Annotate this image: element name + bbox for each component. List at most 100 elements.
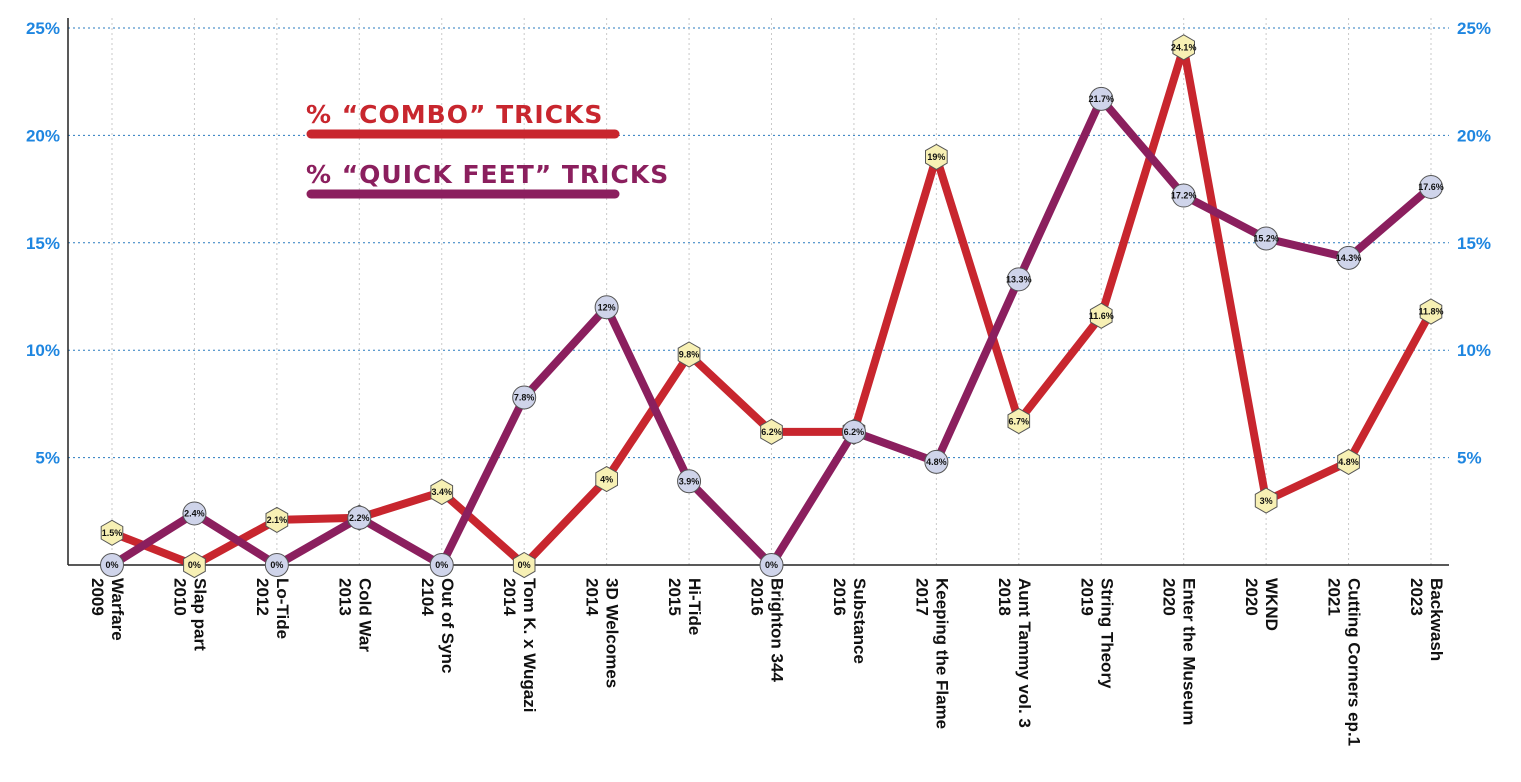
data-label: 15.2%	[1253, 234, 1279, 244]
circle-marker	[1089, 86, 1114, 111]
data-point-quick-feet: 15.2%	[1253, 226, 1279, 251]
circle-marker	[182, 501, 207, 526]
data-label: 24.1%	[1171, 43, 1197, 53]
data-point-quick-feet: 2.2%	[347, 505, 372, 530]
x-tick-name: Hi-Tide	[685, 578, 704, 635]
x-tick-year: 2020	[1242, 578, 1261, 616]
y-axis-right-ticks: 5% 10% 15% 20% 25%	[1457, 19, 1491, 468]
y-tick-label-left: 25%	[26, 19, 60, 38]
x-tick-name: Warfare	[108, 578, 127, 641]
x-tick-name: Tom K. x Wugazi	[520, 578, 539, 712]
y-tick-label-left: 10%	[26, 341, 60, 360]
x-tick-name: WKND	[1262, 578, 1281, 631]
x-tick-year: 2019	[1077, 578, 1096, 616]
data-point-combo: 4%	[595, 466, 618, 493]
data-label: 3.9%	[679, 476, 700, 486]
data-point-quick-feet: 13.3%	[1006, 267, 1032, 292]
data-label: 11.8%	[1418, 307, 1443, 317]
data-label: 21.7%	[1088, 94, 1114, 104]
data-label: 0%	[105, 560, 118, 570]
y-tick-label-right: 5%	[1457, 449, 1482, 468]
x-tick-name: Lo-Tide	[273, 578, 292, 639]
data-point-combo: 11.6%	[1089, 302, 1114, 329]
x-tick-year: 2017	[912, 578, 931, 616]
data-point-quick-feet: 0%	[759, 553, 784, 577]
x-tick-year: 2020	[1160, 578, 1179, 616]
hexagon-marker	[512, 551, 536, 579]
x-tick-year: 2014	[500, 578, 519, 616]
x-tick-name: Substance	[850, 578, 869, 664]
x-tick-year: 2104	[418, 578, 437, 616]
data-label: 6.7%	[1009, 416, 1030, 426]
data-point-combo: 6.2%	[760, 418, 783, 445]
x-tick-year: 2016	[748, 578, 767, 616]
data-point-combo: 6.7%	[1007, 408, 1031, 435]
circle-marker	[924, 449, 949, 474]
data-label: 3%	[1260, 496, 1273, 506]
data-point-quick-feet: 0%	[429, 553, 454, 577]
circle-marker	[1171, 183, 1196, 208]
data-label: 2.2%	[349, 513, 370, 523]
x-tick-year: 2023	[1407, 578, 1426, 616]
circle-marker	[100, 553, 124, 577]
circle-marker	[1419, 174, 1443, 199]
data-label: 14.3%	[1336, 253, 1362, 263]
x-tick-name: Out of Sync	[438, 578, 457, 673]
x-tick-name: Backwash	[1427, 578, 1446, 661]
hexagon-marker	[1254, 487, 1278, 514]
data-label: 3.4%	[431, 487, 452, 497]
data-point-combo: 9.8%	[677, 341, 701, 368]
data-point-combo: 11.8%	[1418, 298, 1444, 325]
data-point-combo: 0%	[183, 551, 206, 579]
x-tick-name: Aunt Tammy vol. 3	[1015, 578, 1034, 728]
data-label: 7.8%	[514, 393, 535, 403]
data-point-quick-feet: 14.3%	[1336, 245, 1362, 270]
hexagon-marker	[760, 418, 783, 445]
hexagon-marker	[100, 519, 124, 546]
data-point-quick-feet: 17.6%	[1418, 174, 1444, 199]
hexagon-marker	[925, 143, 948, 170]
y-tick-label-left: 20%	[26, 126, 60, 145]
data-point-quick-feet: 17.2%	[1171, 183, 1196, 208]
axes	[67, 18, 1449, 566]
circle-marker	[1006, 267, 1031, 292]
hexagon-marker	[1007, 408, 1031, 435]
hexagon-marker	[1172, 34, 1195, 61]
data-point-quick-feet: 12%	[594, 295, 619, 320]
hexagon-marker	[1089, 302, 1113, 329]
hexagon-marker	[430, 478, 454, 506]
grid	[68, 18, 1449, 565]
data-label: 2.1%	[267, 515, 288, 525]
x-tick-year: 2009	[88, 578, 107, 616]
x-tick-name: Enter the Museum	[1180, 578, 1199, 725]
data-label: 0%	[765, 560, 778, 570]
hexagon-marker	[1419, 298, 1443, 325]
x-tick-name: Brighton 344	[768, 578, 787, 682]
series-markers: 1.5% 0% 2.1% 2.2% 3.4% 0% 4% 9.8% 6.2% 6.2% 19% 6.7…	[100, 34, 1444, 579]
data-point-quick-feet: 4.8%	[924, 449, 949, 474]
y-tick-label-right: 25%	[1457, 19, 1491, 38]
data-label: 19%	[927, 152, 945, 162]
circle-marker	[347, 505, 372, 530]
x-tick-year: 2013	[335, 578, 354, 616]
legend-label-quick-feet: % “QUICK FEET” TRICKS	[306, 160, 669, 189]
circle-marker	[594, 295, 619, 320]
data-label: 13.3%	[1006, 275, 1032, 285]
x-tick-name: String Theory	[1097, 578, 1116, 689]
data-label: 9.8%	[679, 350, 700, 360]
y-tick-label-left: 5%	[35, 449, 60, 468]
